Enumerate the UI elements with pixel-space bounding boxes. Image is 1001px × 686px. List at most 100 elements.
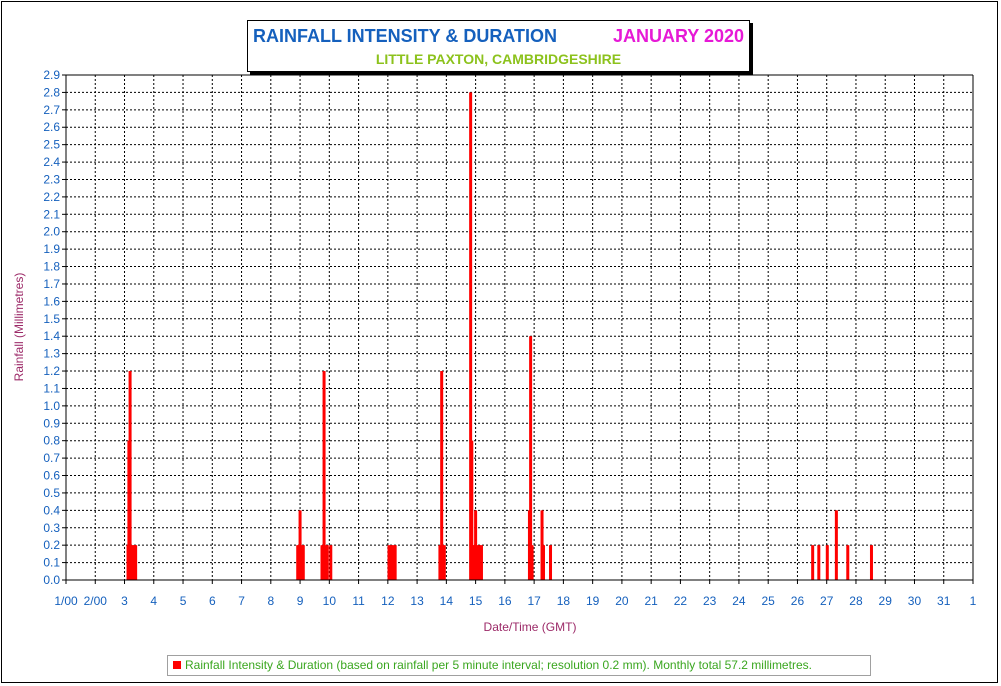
x-tick-label: 21 [644,594,658,608]
rain-bar [817,545,821,580]
chart-title-box: RAINFALL INTENSITY & DURATION JANUARY 20… [247,20,750,72]
y-tick-label: 2.5 [43,138,60,152]
x-tick-label: 23 [703,594,717,608]
rain-bar [549,545,553,580]
rain-bar [320,545,324,580]
rain-bar [128,371,132,580]
plot-area [66,75,973,580]
x-tick-label: 8 [267,594,274,608]
x-tick-label: 20 [615,594,629,608]
x-tick-label: 26 [791,594,805,608]
x-tick-label: 6 [209,594,216,608]
rain-bar [387,545,391,580]
rain-bar [834,510,838,580]
rain-bar [440,371,444,580]
rain-bar [391,545,395,580]
y-tick-label: 1.2 [43,364,60,378]
y-tick-label: 2.2 [43,190,60,204]
x-tick-label: 15 [469,594,483,608]
y-tick-label: 1.8 [43,260,60,274]
y-tick-label: 1.3 [43,347,60,361]
x-tick-label: 22 [674,594,688,608]
x-tick-label: 19 [586,594,600,608]
x-axis-label: Date/Time (GMT) [484,620,577,634]
y-tick-label: 1.7 [43,277,60,291]
y-tick-label: 2.8 [43,85,60,99]
x-tick-label: 29 [879,594,893,608]
x-tick-label: 3 [121,594,128,608]
rain-bar [825,545,829,580]
y-tick-label: 0.5 [43,486,60,500]
rain-bar [322,371,326,580]
rain-bar [477,545,481,580]
bar-layer [126,92,873,581]
x-tick-label: 18 [557,594,571,608]
x-tick-label: 4 [150,594,157,608]
x-tick-label: 17 [527,594,541,608]
x-tick-label: 1/00 [54,594,78,608]
rain-bar [325,545,329,580]
rain-bar [469,92,473,581]
x-tick-label: 25 [762,594,776,608]
y-tick-label: 2.7 [43,103,60,117]
x-tick-label: 27 [820,594,834,608]
chart-title-period: JANUARY 2020 [612,26,744,46]
rain-bar [301,545,305,580]
x-tick-label: 28 [849,594,863,608]
y-tick-label: 0.2 [43,538,60,552]
rain-bar [329,545,333,580]
y-tick-label: 1.5 [43,312,60,326]
x-tick-label: 12 [381,594,395,608]
y-tick-label: 2.6 [43,120,60,134]
x-tick-label: 2/00 [84,594,108,608]
x-tick-label: 7 [238,594,245,608]
x-tick-label: 30 [908,594,922,608]
y-tick-label: 0.8 [43,434,60,448]
rain-bar [298,510,302,580]
x-tick-label: 10 [323,594,337,608]
rain-bar [442,545,446,580]
rain-bar [479,545,483,580]
x-tick-label: 11 [352,594,365,608]
chart-title: RAINFALL INTENSITY & DURATION [253,26,558,46]
x-tick-label: 5 [180,594,187,608]
x-tick-label: 31 [937,594,951,608]
rain-bar [530,545,534,580]
y-tick-label: 0.3 [43,521,60,535]
y-tick-label: 0.0 [43,573,60,587]
x-tick-label: 16 [498,594,512,608]
legend-label: Rainfall Intensity & Duration (based on … [185,658,812,672]
rain-bar [438,545,442,580]
y-tick-label: 0.6 [43,469,60,483]
x-tick-label: 24 [732,594,746,608]
y-tick-label: 1.1 [43,381,60,395]
rain-bar [323,545,327,580]
y-tick-label: 1.6 [43,294,60,308]
legend-swatch [173,661,181,669]
rain-bar [475,545,479,580]
y-tick-label: 2.9 [43,68,60,82]
rain-bar [869,545,873,580]
y-tick-label: 0.1 [43,556,60,570]
rain-bar [134,545,138,580]
rain-bar [130,545,134,580]
x-tick-label: 1 [970,594,977,608]
rain-bar [529,336,533,580]
y-tick-label: 2.3 [43,172,60,186]
y-tick-label: 2.1 [43,207,60,221]
y-tick-label: 0.4 [43,503,60,517]
x-tick-label: 14 [440,594,454,608]
y-tick-label: 0.7 [43,451,60,465]
y-tick-label: 1.0 [43,399,60,413]
y-tick-label: 0.9 [43,416,60,430]
y-tick-label: 2.4 [43,155,60,169]
rain-bar [811,545,815,580]
rain-bar [541,545,545,580]
rain-bar [846,545,850,580]
x-tick-label: 13 [410,594,424,608]
rain-bar [389,545,393,580]
legend: Rainfall Intensity & Duration (based on … [167,655,871,676]
y-axis-label: Rainfall (Millimetres) [12,273,26,382]
